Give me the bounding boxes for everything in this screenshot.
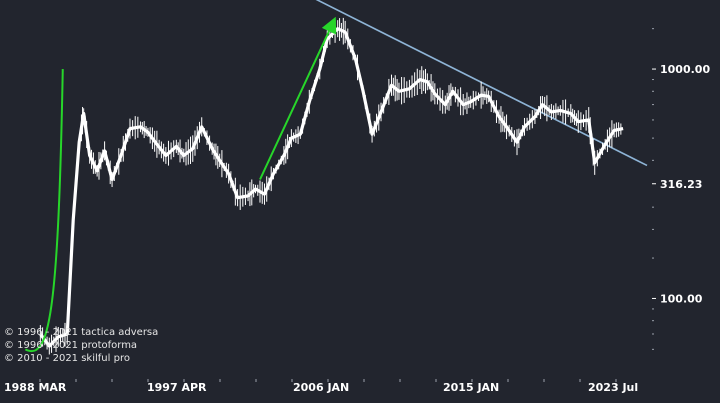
y-tick-label: 316.23 xyxy=(660,178,702,191)
x-tick-label: 2015 JAN xyxy=(443,381,499,394)
green-curve xyxy=(24,69,64,353)
copyright-protoforma: © 1996 - 2021 protoforma xyxy=(4,340,138,351)
y-tick-label: 100.00 xyxy=(660,292,703,305)
x-tick-label: 2006 JAN xyxy=(293,381,349,394)
copyright-skilful-pro: © 2010 - 2021 skilful pro xyxy=(4,353,130,364)
x-tick-label: 1997 APR xyxy=(147,381,207,394)
x-tick-label: 1988 MAR xyxy=(4,381,67,394)
x-tick-label: 2023 Jul xyxy=(588,381,638,394)
green-arrow xyxy=(259,16,337,180)
trendline xyxy=(315,0,648,167)
copyright-tactica-adversa: © 1996 - 2021 tactica adversa xyxy=(4,327,159,338)
price-line-0 xyxy=(39,27,624,348)
y-tick-label: 1000.00 xyxy=(660,63,710,76)
